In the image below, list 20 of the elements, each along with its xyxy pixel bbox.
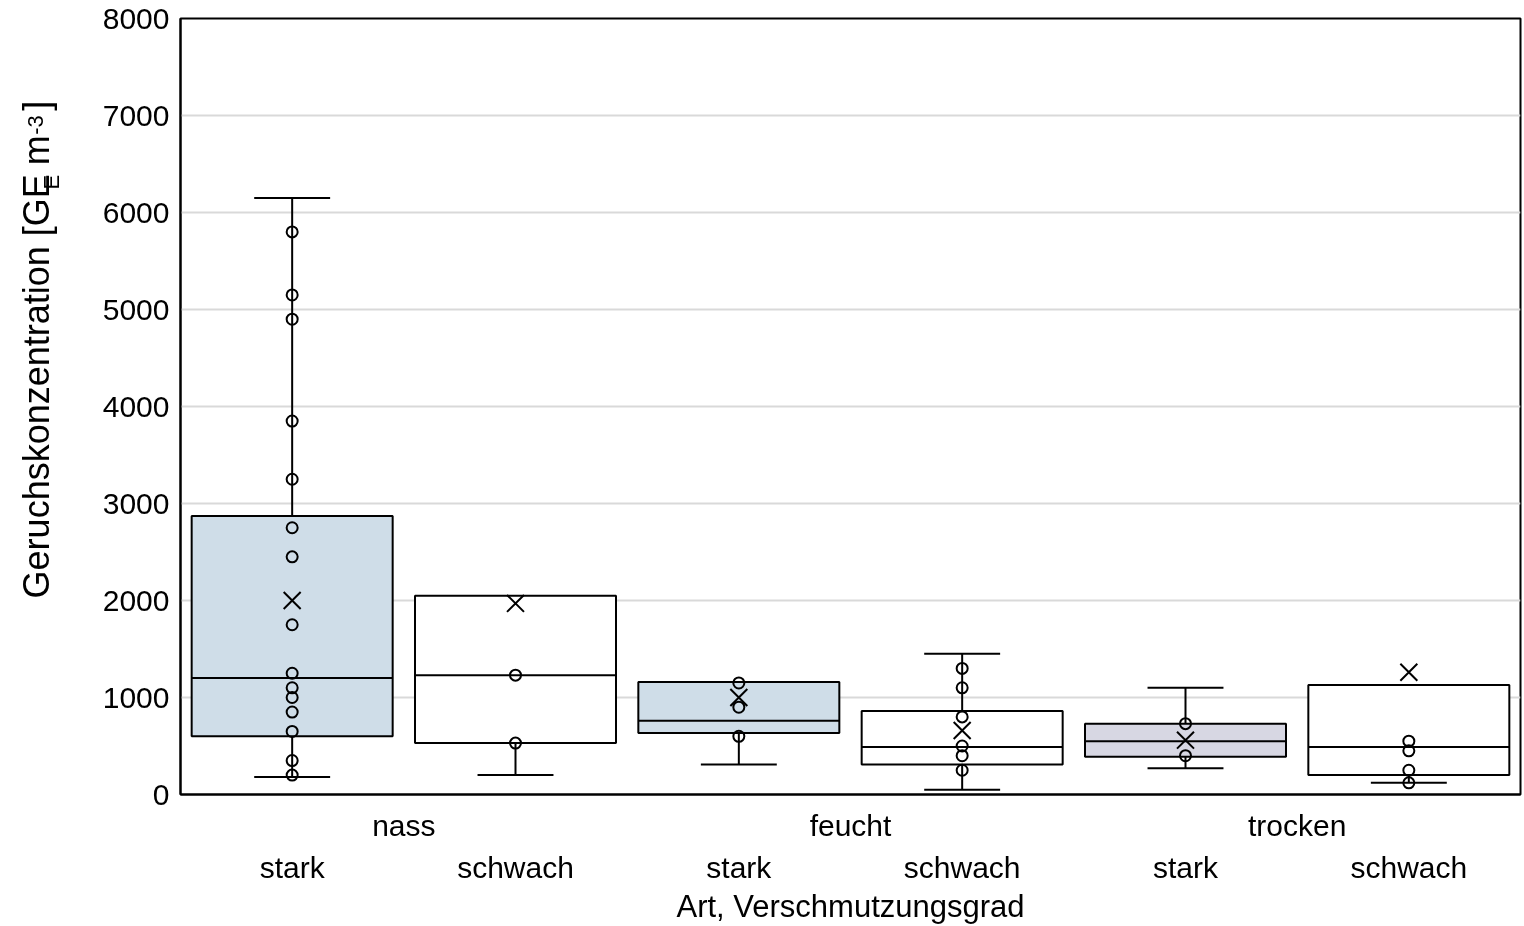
x-tick-label: stark: [259, 850, 326, 884]
text: trocken: [1247, 808, 1347, 842]
x-tick-label: schwach: [457, 850, 574, 884]
y-tick-label: 1000: [102, 680, 170, 714]
y-tick-label: 0: [152, 777, 170, 811]
x-tick-label: stark: [1153, 850, 1219, 884]
y-tick-label: 7000: [102, 98, 170, 132]
text: nass: [372, 808, 436, 842]
y-tick-label: 8000: [102, 1, 170, 35]
y-tick-label: 6000: [102, 195, 170, 229]
y-tick-label: 5000: [102, 292, 170, 326]
text: feucht: [809, 808, 893, 842]
x-axis-title: Art, Verschmutzungsgrad: [676, 888, 1025, 924]
y-tick-label: 2000: [102, 583, 170, 617]
x-tick-label: stark: [706, 850, 773, 884]
y-axis-title: Geruchskonzentration [GEE m-3]: [15, 100, 64, 599]
x-tick-label: schwach: [1350, 850, 1468, 884]
x-tick-label: schwach: [903, 850, 1021, 884]
y-tick-label: 3000: [102, 486, 170, 520]
y-tick-label: 4000: [102, 389, 170, 423]
